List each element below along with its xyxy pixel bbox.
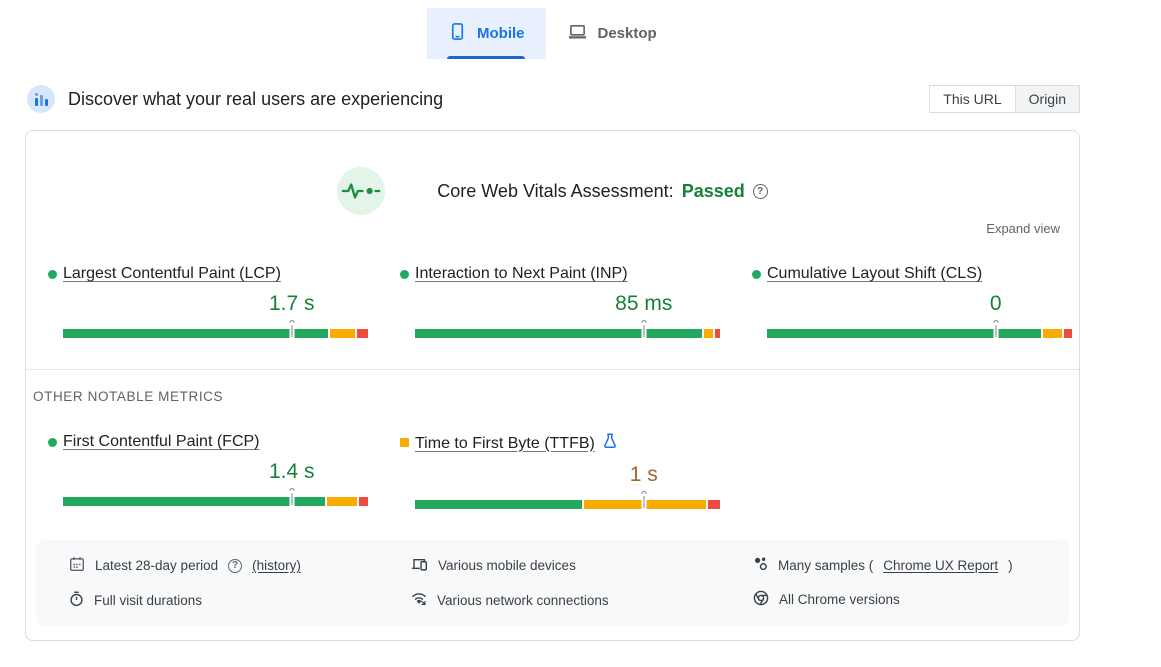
tab-mobile[interactable]: Mobile <box>427 8 546 59</box>
period-help-icon[interactable] <box>228 558 243 573</box>
bar-needs-improvement-segment <box>329 329 356 338</box>
tab-desktop[interactable]: Desktop <box>546 8 678 59</box>
field-section-title: Discover what your real users are experi… <box>68 88 444 109</box>
chrome-ux-report-link[interactable]: Chrome UX Report <box>883 557 999 573</box>
history-link[interactable]: (history) <box>252 558 301 573</box>
metric-fcp: First Contentful Paint (FCP) 1.4 s <box>48 433 368 509</box>
bar-good-segment <box>63 497 325 506</box>
real-users-icon <box>27 85 55 113</box>
metric-lcp: Largest Contentful Paint (LCP) 1.7 s <box>48 265 368 338</box>
metric-value-fcp: 1.4 s <box>268 460 315 483</box>
devices-icon <box>411 556 428 575</box>
network-connections-item: Various network connections <box>411 591 716 609</box>
network-signal-icon <box>411 591 427 609</box>
visit-durations-item: Full visit durations <box>69 591 374 610</box>
samples-item: Many samples ( Chrome UX Report) <box>753 556 1069 574</box>
samples-text: Many samples ( <box>778 557 874 573</box>
bar-poor-segment <box>358 497 368 506</box>
distribution-bar-ttfb <box>415 491 720 509</box>
bar-good-segment <box>767 329 1041 338</box>
bar-poor-segment <box>715 329 720 338</box>
calendar-icon <box>69 556 85 575</box>
pulse-icon <box>337 167 386 215</box>
bar-needs-improvement-segment <box>584 500 706 509</box>
bar-good-segment <box>63 329 328 338</box>
metric-value-lcp: 1.7 s <box>268 292 315 315</box>
metric-value-inp: 85 ms <box>615 292 673 315</box>
cwv-assessment-header: Core Web Vitals Assessment: Passed <box>26 131 1079 215</box>
network-connections-text: Various network connections <box>437 592 609 608</box>
collection-period-item: Latest 28-day period (history) <box>69 556 374 575</box>
distribution-bar-cls <box>767 320 1072 338</box>
tab-desktop-label: Desktop <box>597 25 657 42</box>
stopwatch-icon <box>69 591 84 610</box>
metric-status-bullet <box>48 438 57 447</box>
metric-ttfb: Time to First Byte (TTFB) 1 s <box>400 433 720 509</box>
other-metrics-heading: OTHER NOTABLE METRICS <box>33 389 224 404</box>
mobile-devices-text: Various mobile devices <box>438 558 576 573</box>
assessment-status: Passed <box>681 180 745 201</box>
data-collection-footer: Latest 28-day period (history) Full visi… <box>36 540 1069 626</box>
p75-marker <box>641 491 647 508</box>
distribution-bar-fcp <box>63 488 368 506</box>
metric-link-lcp[interactable]: Largest Contentful Paint (LCP) <box>63 265 281 282</box>
metric-status-bullet <box>752 270 761 279</box>
assessment-label: Core Web Vitals Assessment: <box>437 180 674 201</box>
p75-marker <box>641 320 647 337</box>
metric-status-bullet <box>400 270 409 279</box>
field-data-header: Discover what your real users are experi… <box>25 85 1080 113</box>
metric-inp: Interaction to Next Paint (INP) 85 ms <box>400 265 720 338</box>
chrome-logo-icon <box>753 590 769 609</box>
bar-good-segment <box>415 329 703 338</box>
other-metrics-row: First Contentful Paint (FCP) 1.4 s Time … <box>26 433 1079 509</box>
experiment-flask-icon <box>603 433 617 454</box>
section-divider <box>26 369 1079 370</box>
metric-status-bullet <box>48 270 57 279</box>
bar-needs-improvement-segment <box>1042 329 1063 338</box>
core-web-vitals-row: Largest Contentful Paint (LCP) 1.7 s Int… <box>26 265 1079 338</box>
mobile-phone-icon <box>448 22 467 45</box>
chrome-versions-text: All Chrome versions <box>779 592 900 607</box>
samples-dots-icon <box>753 556 768 574</box>
visit-durations-text: Full visit durations <box>94 593 203 608</box>
metric-link-ttfb[interactable]: Time to First Byte (TTFB) <box>415 434 595 452</box>
this-url-button[interactable]: This URL <box>929 85 1016 113</box>
samples-suffix: ) <box>1008 557 1013 573</box>
bar-needs-improvement-segment <box>326 497 357 506</box>
bar-poor-segment <box>707 500 720 509</box>
metric-link-fcp[interactable]: First Contentful Paint (FCP) <box>63 433 260 450</box>
url-origin-toggle: This URL Origin <box>929 85 1080 113</box>
distribution-bar-inp <box>415 320 720 338</box>
metric-link-inp[interactable]: Interaction to Next Paint (INP) <box>415 265 628 282</box>
mobile-devices-item: Various mobile devices <box>411 556 716 575</box>
metric-status-bullet <box>400 438 409 447</box>
metric-value-cls: 0 <box>989 292 1002 315</box>
p75-marker <box>289 488 295 505</box>
p75-marker <box>993 320 999 337</box>
bar-poor-segment <box>357 329 368 338</box>
metric-value-ttfb: 1 s <box>629 463 658 486</box>
desktop-laptop-icon <box>567 22 588 45</box>
metric-cls: Cumulative Layout Shift (CLS) 0 <box>752 265 1072 338</box>
device-tabbar: Mobile Desktop <box>427 0 1161 59</box>
tab-mobile-label: Mobile <box>477 25 525 42</box>
origin-button[interactable]: Origin <box>1015 85 1080 113</box>
chrome-versions-item: All Chrome versions <box>753 590 1069 609</box>
assessment-help-icon[interactable] <box>752 183 768 199</box>
bar-poor-segment <box>1064 329 1072 338</box>
expand-view-link[interactable]: Expand view <box>986 221 1060 236</box>
bar-needs-improvement-segment <box>704 329 714 338</box>
tab-selected-underline <box>447 56 526 59</box>
distribution-bar-lcp <box>63 320 368 338</box>
collection-period-text: Latest 28-day period <box>95 558 219 573</box>
p75-marker <box>289 320 295 337</box>
bar-good-segment <box>415 500 583 509</box>
field-data-card: Core Web Vitals Assessment: Passed Expan… <box>25 130 1080 641</box>
metric-link-cls[interactable]: Cumulative Layout Shift (CLS) <box>767 265 983 282</box>
